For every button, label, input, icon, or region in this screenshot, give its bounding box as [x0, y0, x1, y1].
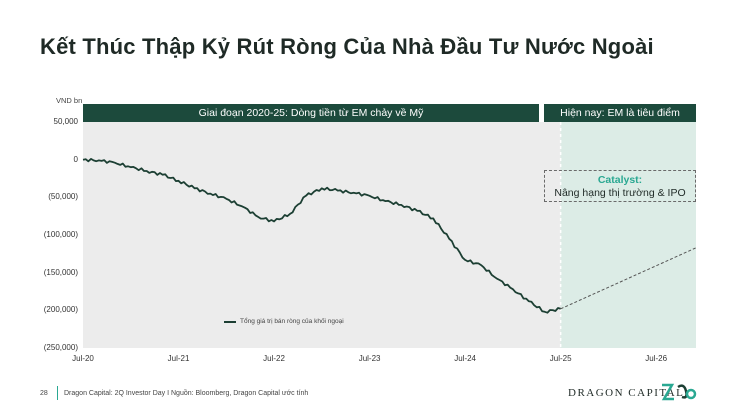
y-tick-label: (100,000) [43, 230, 78, 239]
source-note: Dragon Capital: 2Q Investor Day I Nguồn:… [64, 390, 309, 397]
footer-divider [57, 386, 58, 400]
chart-legend: Tổng giá trị bán ròng của khối ngoại [224, 318, 344, 325]
y-tick-label: (50,000) [48, 192, 78, 202]
x-tick-label: Jul-20 [72, 354, 94, 363]
banner-current: Hiện nay: EM là tiêu điểm [544, 104, 696, 122]
page-title: Kết Thúc Thập Kỷ Rút Ròng Của Nhà Đầu Tư… [40, 34, 654, 59]
page-number: 28 [40, 390, 48, 397]
catalyst-label: Catalyst: [597, 174, 643, 186]
banner-period-2020-25: Giai đoạn 2020-25: Dòng tiền từ EM chảy … [83, 104, 539, 122]
legend-swatch [224, 320, 236, 323]
y-axis-unit: VND bn [56, 96, 83, 105]
y-tick-label: (150,000) [43, 267, 78, 277]
x-tick-label: Jul-23 [358, 354, 381, 363]
catalyst-text: Nâng hạng thị trường & IPO [554, 187, 686, 199]
x-tick-label: Jul-21 [167, 354, 190, 363]
x-tick-label: Jul-22 [263, 354, 285, 363]
forecast-highlight-area [560, 122, 696, 348]
series-line-net-selling [82, 158, 561, 314]
y-tick-label: 0 [73, 154, 78, 164]
legend-label: Tổng giá trị bán ròng của khối ngoại [240, 318, 344, 325]
x-tick-label: Jul-25 [549, 354, 572, 363]
brand-name: DRAGON CAPITAL [568, 387, 685, 399]
y-tick-label: (200,000) [43, 305, 78, 315]
dragon-capital-logo-icon [661, 383, 697, 401]
y-tick-label: (250,000) [43, 343, 78, 352]
catalyst-callout: Catalyst: Nâng hạng thị trường & IPO [544, 170, 696, 202]
x-tick-label: Jul-26 [645, 354, 668, 363]
y-tick-label: 50,000 [53, 117, 78, 126]
x-tick-label: Jul-24 [454, 354, 477, 363]
